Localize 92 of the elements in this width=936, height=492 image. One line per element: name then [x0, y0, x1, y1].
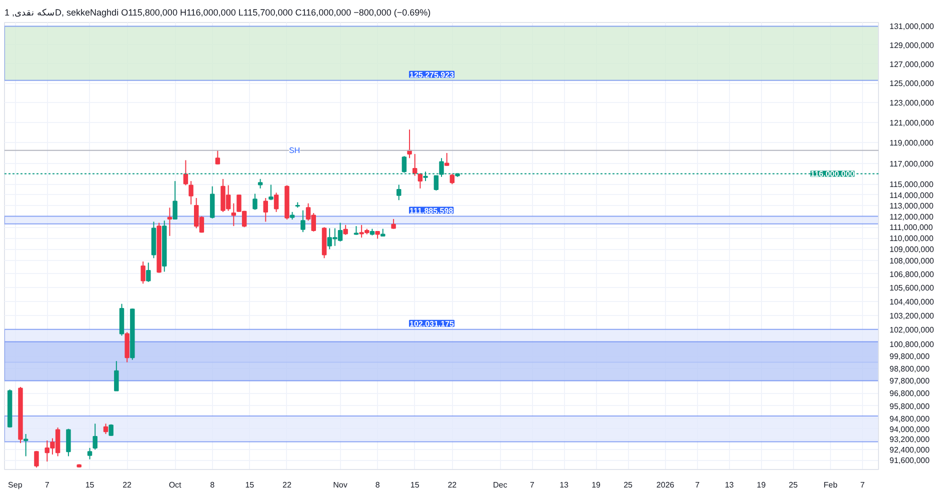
candlestick: [343, 224, 348, 236]
x-tick-label: Sep: [8, 480, 23, 490]
x-tick-label: 15: [85, 480, 95, 490]
candlestick: [274, 192, 279, 212]
y-tick-label: 121,000,000: [890, 118, 935, 128]
band-label: 125,275,923: [410, 70, 455, 80]
candlestick: [188, 180, 194, 205]
candlestick: [252, 193, 258, 210]
x-tick-label: Oct: [168, 480, 182, 490]
candlestick: [412, 154, 418, 176]
candlestick: [215, 150, 220, 165]
y-tick-label: 91,600,000: [890, 456, 930, 466]
y-tick-label: 131,000,000: [890, 22, 935, 32]
x-tick-label: 22: [448, 480, 458, 490]
x-tick-label: 13: [724, 480, 734, 490]
y-tick-label: 104,400,000: [890, 298, 935, 307]
candlestick: [140, 261, 146, 284]
x-tick-label: 15: [245, 480, 255, 490]
y-tick-label: 94,000,000: [890, 424, 930, 434]
candlestick: [172, 180, 178, 220]
x-tick-label: 22: [122, 480, 132, 490]
candlestick: [183, 160, 188, 186]
x-tick-label: 19: [592, 480, 602, 490]
y-tick-label: 103,200,000: [890, 312, 935, 321]
candlestick: [300, 210, 306, 233]
y-tick-label: 123,000,000: [890, 98, 935, 108]
candlestick: [66, 428, 71, 457]
candlestick: [146, 262, 151, 282]
candlestick: [391, 218, 396, 230]
y-tick-label: 114,000,000: [890, 190, 934, 200]
y-tick-label: 92,400,000: [890, 446, 930, 455]
x-tick-label: 13: [560, 480, 570, 490]
y-tick-label: 102,000,000: [890, 326, 935, 335]
x-tick-label: Feb: [824, 480, 838, 490]
ref-line-label: SH: [288, 146, 300, 155]
band-label: 102,031,175: [410, 319, 455, 328]
x-tick-label: 7: [695, 480, 700, 490]
x-tick-label: 25: [624, 480, 634, 490]
y-tick-label: 108,000,000: [890, 256, 935, 266]
x-tick-label: 7: [530, 480, 535, 490]
x-tick-label: Dec: [493, 480, 508, 490]
candlestick: [418, 172, 423, 189]
candlestick: [263, 198, 268, 222]
candlestick: [92, 423, 98, 450]
x-tick-label: 25: [788, 480, 798, 490]
y-tick-label: 109,000,000: [890, 245, 935, 254]
y-tick-label: 106,800,000: [890, 270, 935, 279]
y-tick-label: 93,200,000: [890, 435, 930, 444]
x-tick-label: 22: [282, 480, 292, 490]
y-tick-label: 129,000,000: [890, 40, 935, 50]
candlestick: [231, 202, 236, 227]
y-tick-label: 111,000,000: [890, 223, 934, 232]
y-tick-label: 110,000,000: [890, 234, 934, 244]
candlestick: [114, 360, 119, 392]
candlestick: [268, 184, 274, 201]
y-tick-label: 125,000,000: [890, 79, 935, 88]
band-label: 111,885,598: [410, 206, 454, 216]
y-tick-label: 95,800,000: [890, 402, 930, 411]
y-tick-label: 96,800,000: [890, 389, 930, 398]
y-tick-label: 98,800,000: [890, 364, 930, 374]
y-tick-label: 117,000,000: [890, 159, 934, 168]
candlestick: [210, 186, 215, 219]
y-tick-label: 115,000,000: [890, 180, 934, 190]
x-tick-label: 19: [756, 480, 766, 490]
x-tick-label: Nov: [333, 480, 348, 490]
candlestick: [34, 450, 39, 468]
x-tick-label: 7: [860, 480, 866, 490]
candlestick: [444, 152, 450, 166]
chart-title: سکه نقدی, 1D, sekkeNaghdi O115,800,000 H116,000,000 L115,700,000 C116,000,000 −800,000 (−0.69%): [4, 8, 431, 18]
candlestick: [167, 207, 172, 236]
candlestick: [450, 173, 455, 185]
y-tick-label: 94,800,000: [890, 414, 930, 424]
x-tick-label: 15: [410, 480, 420, 490]
candlestick: [124, 332, 130, 363]
y-tick-label: 100,800,000: [890, 340, 935, 350]
candlestick: [103, 423, 108, 434]
x-tick-label: 8: [375, 480, 380, 490]
candlestick: [23, 433, 28, 457]
candlestick: [258, 178, 263, 189]
y-tick-label: 119,000,000: [890, 138, 934, 148]
x-tick-label: 2026: [656, 480, 675, 490]
y-tick-label: 99,800,000: [890, 352, 930, 362]
x-tick-label: 7: [44, 480, 50, 490]
ref-line-label: 116,000,000: [810, 170, 856, 179]
y-tick-label: 105,600,000: [890, 284, 935, 293]
candlestick: [396, 184, 402, 201]
y-tick-label: 113,000,000: [890, 202, 934, 210]
x-tick-label: 8: [210, 480, 216, 490]
candlestick: [87, 447, 92, 460]
y-tick-label: 97,800,000: [890, 376, 930, 386]
y-tick-label: 127,000,000: [890, 60, 935, 69]
y-tick-label: 112,000,000: [890, 212, 934, 222]
